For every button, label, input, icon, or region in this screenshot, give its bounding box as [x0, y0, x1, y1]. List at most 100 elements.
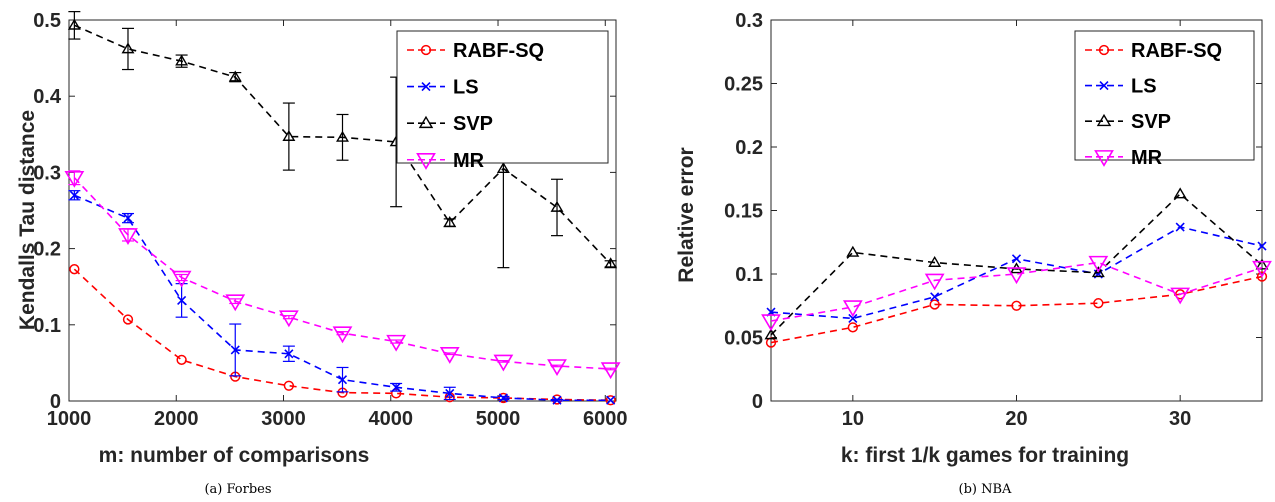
data-point	[123, 213, 133, 223]
data-point	[1091, 266, 1105, 278]
ytick-label-nba: 0.15	[724, 201, 763, 223]
caption-forbes: (a) Forbes	[204, 482, 271, 497]
series-line	[770, 261, 1263, 322]
legend-marker	[416, 153, 436, 170]
xtick-label-forbes: 6000	[583, 408, 628, 430]
legend-box	[1074, 30, 1255, 161]
ytick-label-nba: 0	[752, 391, 763, 413]
data-point	[493, 354, 514, 372]
data-point	[282, 129, 296, 141]
data-point	[283, 380, 295, 391]
legend-box	[396, 30, 609, 164]
ylabel-nba: Relative error	[675, 147, 698, 282]
data-point	[496, 161, 510, 173]
data-point	[547, 359, 567, 377]
data-point	[443, 216, 457, 228]
data-point	[1257, 241, 1267, 251]
data-point	[1011, 300, 1022, 311]
data-point	[177, 295, 187, 305]
series-mr-nba	[761, 255, 1272, 332]
data-point	[846, 245, 860, 257]
data-point	[1252, 260, 1272, 278]
data-point	[176, 354, 187, 366]
plot-frame-forbes	[68, 19, 617, 402]
data-point	[928, 255, 942, 267]
data-point	[1093, 298, 1104, 309]
data-point	[69, 264, 80, 275]
ytick-label-forbes: 0.2	[33, 239, 61, 261]
caption-nba: (b) NBA	[959, 482, 1013, 497]
data-point	[445, 388, 455, 398]
data-point	[924, 273, 945, 291]
data-point	[1011, 254, 1022, 264]
data-point	[552, 395, 562, 405]
data-point	[64, 170, 85, 188]
ytick-label-forbes: 0.3	[33, 162, 61, 184]
legend-label: MR	[453, 150, 485, 172]
legend-marker	[1098, 44, 1110, 56]
data-point	[337, 375, 348, 385]
ytick-label-nba: 0.05	[724, 328, 763, 350]
ytick-label-nba: 0.3	[735, 10, 763, 32]
legend-marker	[418, 115, 434, 129]
ytick-label-nba: 0.25	[724, 74, 763, 96]
data-point	[391, 382, 401, 392]
legend-label: RABF-SQ	[1131, 40, 1222, 62]
chart-nba: Relative error k: first 1/k games for tr…	[675, 10, 1272, 497]
data-point	[175, 54, 189, 66]
data-point	[842, 300, 863, 318]
data-point	[67, 18, 81, 30]
data-point	[230, 345, 240, 355]
legend-label: LS	[1131, 76, 1157, 98]
xtick-label-nba: 20	[1005, 408, 1027, 430]
data-point	[848, 313, 858, 324]
ytick-label-nba: 0.1	[735, 264, 763, 286]
data-point	[606, 395, 616, 405]
legend-label: RABF-SQ	[453, 40, 544, 62]
data-point	[278, 310, 299, 328]
data-point	[604, 257, 618, 269]
data-point	[122, 314, 134, 325]
data-point	[929, 299, 940, 310]
data-point	[336, 130, 349, 142]
series-line	[74, 24, 612, 265]
data-point	[764, 328, 778, 340]
xtick-label-forbes: 5000	[476, 408, 521, 430]
legend-marker	[421, 82, 431, 92]
ytick-label-forbes: 0.5	[33, 10, 61, 32]
legend-marker	[1094, 150, 1114, 167]
data-point	[1255, 258, 1269, 270]
series-mr-forbes	[64, 170, 621, 380]
data-point	[121, 42, 135, 54]
data-point	[1175, 222, 1185, 232]
data-point	[847, 322, 858, 333]
series-ls-forbes	[68, 190, 616, 405]
xtick-label-forbes: 4000	[369, 408, 414, 430]
xlabel-nba: k: first 1/k games for training	[841, 444, 1129, 467]
ytick-label-nba: 0.2	[735, 137, 763, 159]
data-point	[761, 314, 781, 332]
data-point	[498, 393, 508, 403]
xtick-label-nba: 10	[842, 408, 864, 430]
chart-forbes: Kendalls Tau distance m: number of compa…	[16, 10, 628, 497]
series-svp-nba	[764, 187, 1269, 340]
xtick-label-forbes: 2000	[154, 408, 199, 430]
ytick-label-forbes: 0.1	[33, 315, 61, 337]
data-point	[439, 347, 460, 364]
data-point	[1256, 271, 1268, 282]
legend-label: LS	[453, 77, 479, 99]
ylabel-forbes: Kendalls Tau distance	[16, 110, 39, 330]
ytick-label-forbes: 0	[50, 391, 61, 413]
ytick-label-forbes: 0.4	[33, 86, 62, 108]
legend-marker	[420, 44, 432, 56]
xtick-label-forbes: 1000	[47, 408, 92, 430]
data-point	[930, 292, 940, 302]
data-point	[171, 270, 192, 288]
legend-marker	[1096, 113, 1112, 127]
data-point	[1173, 187, 1187, 199]
legend-marker	[1099, 81, 1109, 91]
xtick-label-nba: 30	[1169, 408, 1191, 430]
legend-nba: RABF-SQ LS SVP MR	[1074, 30, 1255, 169]
data-point	[1088, 255, 1109, 273]
